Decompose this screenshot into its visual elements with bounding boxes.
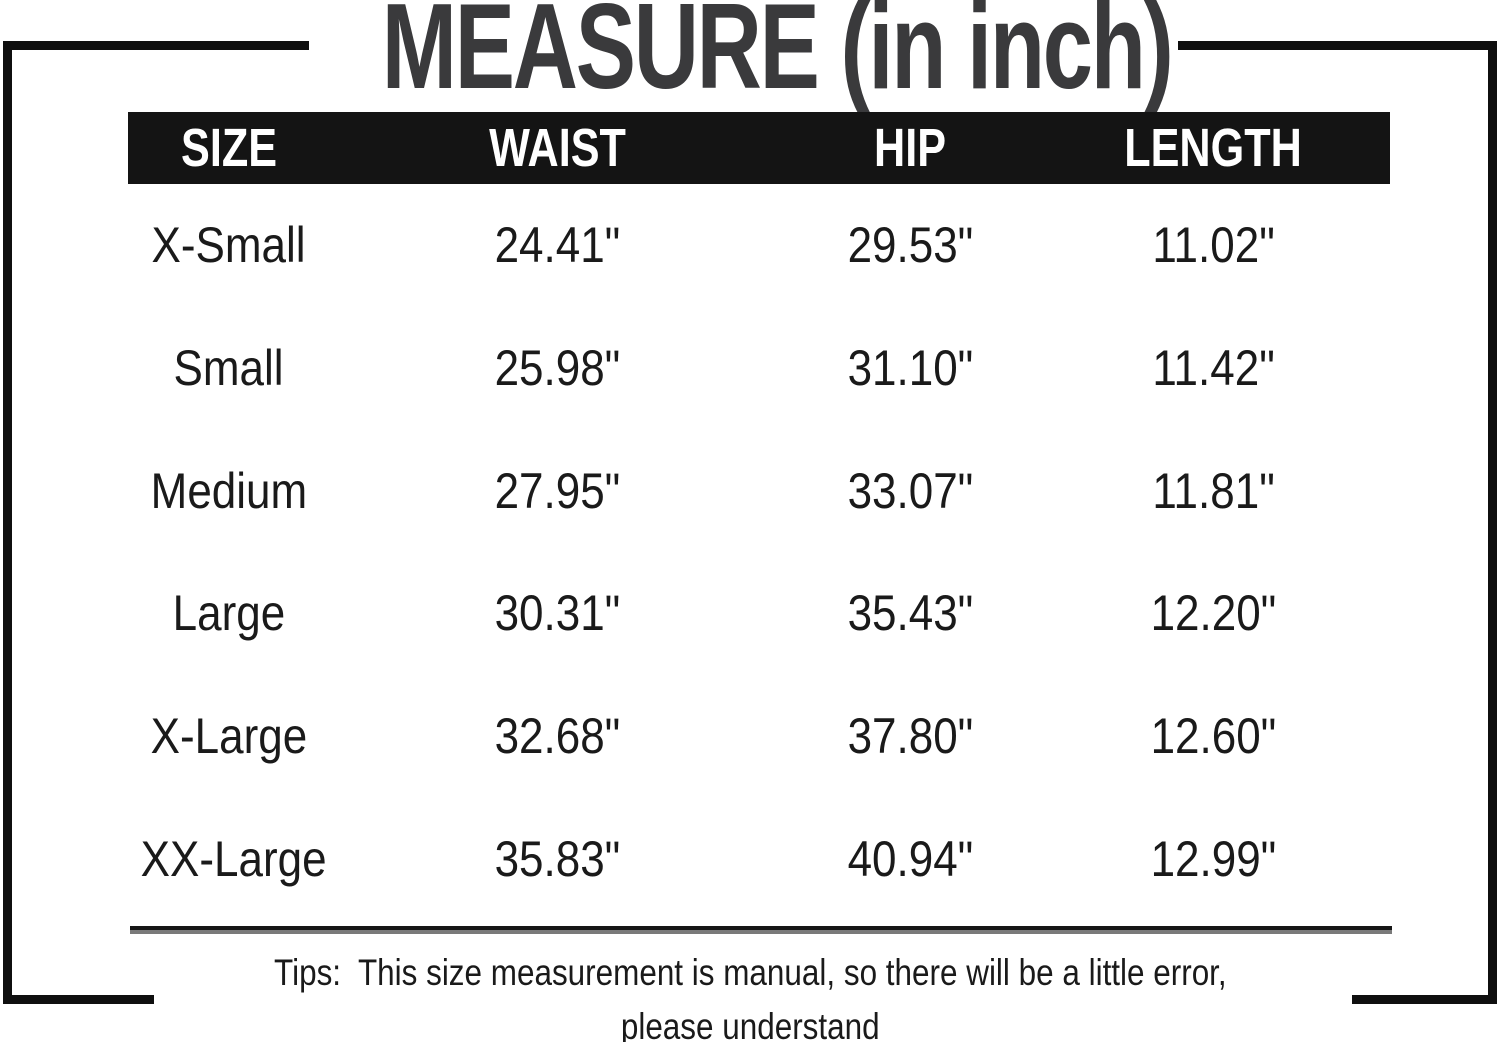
size-cell: X-Large [150, 707, 308, 764]
size-cell: Medium [150, 462, 308, 519]
frame-bottom-left-line [3, 995, 154, 1004]
table-row: X-Small 24.41" 29.53" 11.02" [128, 184, 1390, 307]
frame-right-border [1488, 41, 1497, 1004]
hip-cell: 31.10" [847, 339, 974, 396]
waist-cell: 30.31" [494, 585, 620, 642]
frame-bottom-right-line [1352, 995, 1497, 1004]
size-cell: X-Small [151, 217, 306, 274]
waist-cell: 32.68" [494, 707, 620, 764]
length-cell: 12.20" [1150, 585, 1277, 642]
hip-cell: 29.53" [847, 217, 974, 274]
length-cell: 11.02" [1152, 217, 1275, 274]
length-cell: 12.99" [1150, 830, 1277, 887]
waist-cell: 25.98" [494, 339, 620, 396]
table-row: X-Large 32.68" 37.80" 12.60" [128, 675, 1390, 798]
table-row: XX-Large 35.83" 40.94" 12.99" [128, 797, 1390, 920]
table-row: Medium 27.95" 33.07" 11.81" [128, 429, 1390, 552]
footer-divider [130, 926, 1392, 934]
tips-note: Tips: This size measurement is manual, s… [0, 950, 1500, 1042]
hip-cell: 35.43" [847, 585, 974, 642]
chart-title-text: MEASURE (in inch) [382, 0, 1174, 114]
header-waist: WAIST [488, 118, 626, 178]
length-cell: 11.81" [1152, 462, 1275, 519]
size-cell: Small [173, 339, 284, 396]
size-cell: XX-Large [140, 830, 327, 887]
table-row: Small 25.98" 31.10" 11.42" [128, 307, 1390, 430]
waist-cell: 24.41" [494, 217, 620, 274]
waist-cell: 35.83" [494, 830, 620, 887]
header-size: SIZE [180, 118, 277, 178]
table-header: SIZE WAIST HIP LENGTH [128, 112, 1390, 184]
hip-cell: 37.80" [847, 707, 974, 764]
size-cell: Large [172, 585, 286, 642]
tips-line-1: Tips: This size measurement is manual, s… [273, 952, 1227, 993]
header-length: LENGTH [1124, 118, 1303, 178]
size-table-body: X-Small 24.41" 29.53" 11.02" Small 25.98… [128, 184, 1390, 920]
tips-line-2: please understand [620, 1006, 880, 1042]
frame-top-right-line [1178, 41, 1497, 50]
header-hip: HIP [874, 118, 947, 178]
chart-title: MEASURE (in inch) [0, 0, 1500, 108]
hip-cell: 33.07" [847, 462, 974, 519]
frame-left-border [3, 41, 12, 1004]
frame-top-left-line [3, 41, 309, 50]
waist-cell: 27.95" [494, 462, 620, 519]
hip-cell: 40.94" [847, 830, 974, 887]
length-cell: 12.60" [1150, 707, 1277, 764]
table-row: Large 30.31" 35.43" 12.20" [128, 552, 1390, 675]
length-cell: 11.42" [1152, 339, 1275, 396]
